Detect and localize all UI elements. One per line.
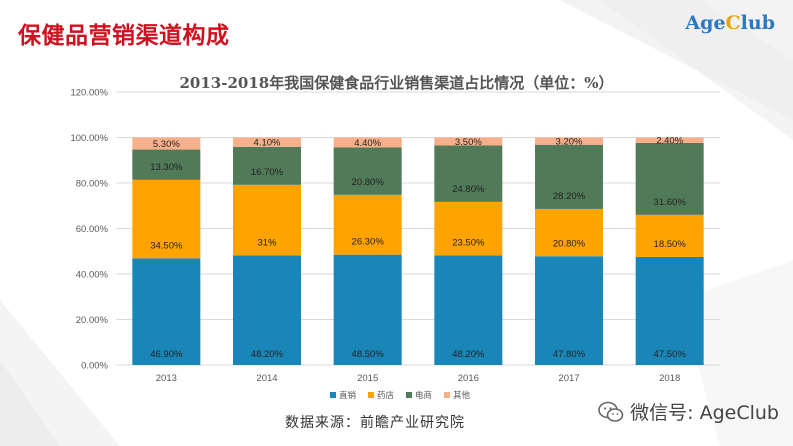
- bar-segment: [132, 179, 201, 259]
- bar-segment: [434, 137, 503, 146]
- data-label: 18.50%: [654, 239, 687, 250]
- data-label: 28.20%: [553, 191, 586, 202]
- data-label: 31%: [257, 237, 277, 248]
- ageclub-logo: AgeClub: [685, 12, 775, 34]
- legend-swatch: [330, 392, 336, 398]
- y-tick-label: 20.00%: [76, 315, 109, 326]
- y-tick-label: 80.00%: [76, 179, 109, 190]
- bar-segment: [132, 149, 201, 180]
- data-label: 48.20%: [452, 349, 485, 360]
- bar-segment: [635, 142, 704, 215]
- x-tick-label: 2014: [256, 373, 277, 384]
- y-tick-label: 100.00%: [70, 133, 108, 144]
- data-label: 20.80%: [553, 238, 586, 249]
- data-label: 3.20%: [556, 137, 583, 148]
- x-tick-label: 2013: [156, 373, 177, 384]
- bar-segment: [535, 208, 603, 257]
- data-label: 5.30%: [153, 139, 180, 150]
- data-label: 24.80%: [452, 184, 485, 195]
- y-tick-label: 0.00%: [81, 361, 108, 372]
- bar-segment: [233, 146, 301, 185]
- bar-segment: [132, 137, 201, 150]
- bar-segment: [333, 194, 402, 255]
- data-label: 47.80%: [553, 349, 586, 360]
- legend-swatch: [444, 392, 450, 398]
- logo-text-tail: lub: [740, 12, 775, 34]
- x-tick-label: 2015: [357, 373, 378, 384]
- data-label: 20.80%: [352, 177, 385, 188]
- chart-title: 2013-2018年我国保健食品行业销售渠道占比情况（单位：%）: [179, 74, 614, 92]
- bar-segment: [434, 201, 503, 256]
- bar-segment: [233, 255, 301, 365]
- data-label: 31.60%: [654, 197, 687, 208]
- bar-segment: [333, 254, 402, 365]
- data-label: 26.30%: [352, 237, 385, 248]
- bar-segment: [535, 144, 603, 209]
- logo-text-main: Age: [685, 12, 726, 34]
- y-tick-label: 40.00%: [76, 270, 109, 281]
- data-label: 2.40%: [656, 136, 683, 147]
- x-tick-label: 2017: [558, 373, 579, 384]
- data-label: 34.50%: [150, 240, 183, 251]
- bar-segment: [132, 258, 201, 365]
- bar-segment: [434, 145, 503, 202]
- y-tick-label: 120.00%: [70, 88, 108, 99]
- x-tick-label: 2016: [458, 373, 479, 384]
- bar-segment: [333, 147, 402, 195]
- bar-segment: [233, 184, 301, 256]
- bar-segment: [333, 137, 402, 148]
- legend-swatch: [406, 392, 412, 398]
- data-label: 23.50%: [452, 237, 485, 248]
- slide-title: 保健品营销渠道构成: [18, 23, 230, 49]
- y-tick-label: 60.00%: [76, 224, 109, 235]
- bar-segment: [233, 137, 301, 147]
- legend-label: 其他: [453, 390, 471, 401]
- data-label: 4.40%: [354, 138, 381, 149]
- logo-text-accent: C: [725, 12, 741, 34]
- wechat-icon: [598, 401, 624, 422]
- bar-segment: [434, 255, 503, 365]
- bar-segment: [635, 137, 704, 143]
- legend-label: 药店: [377, 390, 395, 401]
- wechat-text: 微信号: AgeClub: [630, 402, 779, 424]
- data-label: 4.10%: [254, 138, 281, 149]
- bar-segment: [535, 256, 603, 365]
- bar-segment: [535, 137, 603, 145]
- legend-label: 直销: [339, 390, 357, 401]
- legend-label: 电商: [415, 390, 432, 401]
- data-label: 48.50%: [352, 349, 385, 360]
- data-label: 46.90%: [150, 349, 183, 360]
- data-label: 16.70%: [251, 167, 284, 178]
- data-label: 48.20%: [251, 349, 284, 360]
- data-label: 13.30%: [150, 162, 183, 173]
- wechat-id: 微信号: AgeClub: [598, 398, 779, 425]
- bar-segment: [635, 214, 704, 257]
- bar-segment: [635, 256, 704, 365]
- x-tick-label: 2018: [659, 373, 680, 384]
- legend-swatch: [368, 392, 374, 398]
- data-source-note: 数据来源：前瞻产业研究院: [285, 415, 465, 431]
- data-label: 47.50%: [654, 349, 687, 360]
- data-label: 3.50%: [455, 137, 482, 148]
